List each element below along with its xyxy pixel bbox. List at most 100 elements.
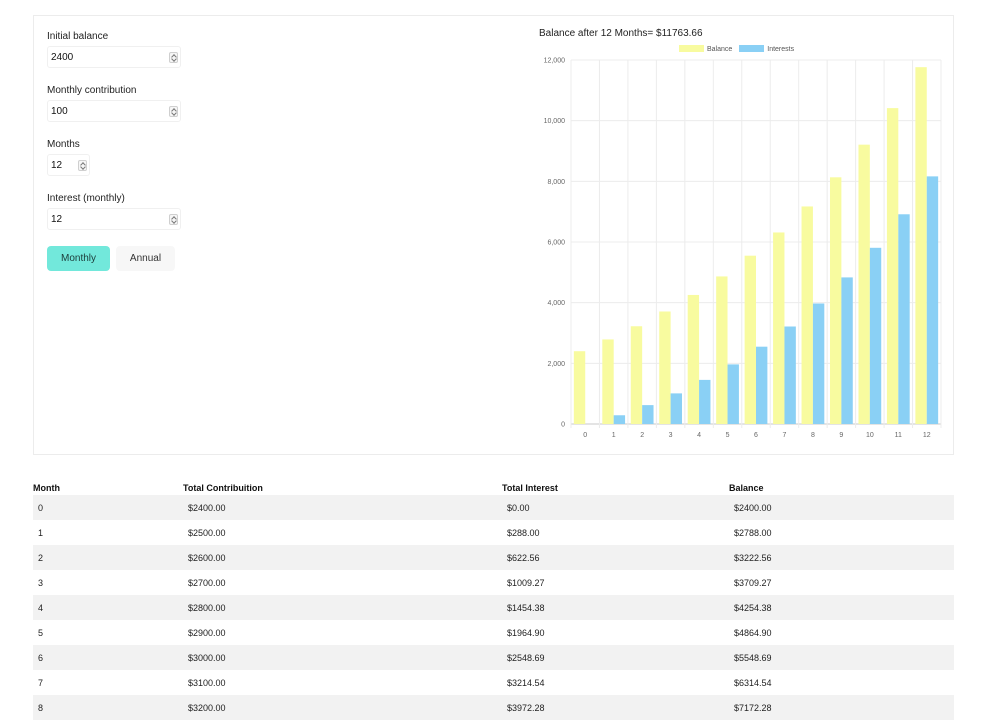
cell-balance: $2788.00: [729, 520, 954, 545]
y-tick-label: 10,000: [544, 118, 566, 125]
table-header-row: Month Total Contribuition Total Interest…: [33, 480, 954, 495]
header-total-interest: Total Interest: [502, 480, 729, 495]
cell-total-contribution: $2900.00: [183, 620, 502, 645]
cell-balance: $4254.38: [729, 595, 954, 620]
table-row: 1 $2500.00 $288.00 $2788.00: [33, 520, 954, 545]
cell-total-interest: $3214.54: [502, 670, 729, 695]
x-tick-label: 6: [754, 432, 758, 439]
cell-total-interest: $622.56: [502, 545, 729, 570]
bar-interests: [813, 304, 824, 424]
y-tick-label: 12,000: [544, 58, 566, 65]
y-tick-label: 6,000: [547, 240, 565, 247]
cell-month: 2: [33, 545, 183, 570]
x-tick-label: 12: [923, 432, 931, 439]
cell-month: 6: [33, 645, 183, 670]
table-row: 8 $3200.00 $3972.28 $7172.28: [33, 695, 954, 720]
x-tick-label: 0: [583, 432, 587, 439]
bar-balance: [574, 351, 585, 424]
cell-balance: $3222.56: [729, 545, 954, 570]
table-row: 4 $2800.00 $1454.38 $4254.38: [33, 595, 954, 620]
table-row: 6 $3000.00 $2548.69 $5548.69: [33, 645, 954, 670]
bar-balance: [915, 67, 926, 424]
cell-total-contribution: $3100.00: [183, 670, 502, 695]
cell-total-contribution: $3200.00: [183, 695, 502, 720]
x-tick-label: 3: [669, 432, 673, 439]
bar-balance: [887, 108, 898, 424]
bar-interests: [784, 326, 795, 424]
results-table-container: Month Total Contribuition Total Interest…: [33, 480, 954, 720]
cell-total-contribution: $2800.00: [183, 595, 502, 620]
table-row: 2 $2600.00 $622.56 $3222.56: [33, 545, 954, 570]
bar-interests: [841, 277, 852, 424]
y-tick-label: 0: [561, 422, 565, 429]
bar-interests: [671, 393, 682, 424]
bar-interests: [728, 364, 739, 424]
cell-balance: $4864.90: [729, 620, 954, 645]
cell-month: 1: [33, 520, 183, 545]
x-tick-label: 2: [640, 432, 644, 439]
bar-balance: [830, 177, 841, 424]
table-row: 5 $2900.00 $1964.90 $4864.90: [33, 620, 954, 645]
header-month: Month: [33, 480, 183, 495]
x-tick-label: 1: [612, 432, 616, 439]
cell-total-contribution: $2400.00: [183, 495, 502, 520]
cell-total-interest: $3972.28: [502, 695, 729, 720]
cell-total-contribution: $3000.00: [183, 645, 502, 670]
cell-balance: $2400.00: [729, 495, 954, 520]
bar-interests: [642, 405, 653, 424]
y-tick-label: 8,000: [547, 179, 565, 186]
y-tick-label: 2,000: [547, 361, 565, 368]
table-row: 3 $2700.00 $1009.27 $3709.27: [33, 570, 954, 595]
cell-total-interest: $288.00: [502, 520, 729, 545]
cell-total-contribution: $2600.00: [183, 545, 502, 570]
cell-balance: $3709.27: [729, 570, 954, 595]
balance-chart: 02,0004,0006,0008,00010,00012,0000 1 2 3 4 5 6…: [34, 16, 953, 454]
x-tick-label: 4: [697, 432, 701, 439]
bar-balance: [659, 311, 670, 424]
cell-total-interest: $1454.38: [502, 595, 729, 620]
cell-balance: $5548.69: [729, 645, 954, 670]
bar-balance: [631, 326, 642, 424]
table-row: 0 $2400.00 $0.00 $2400.00: [33, 495, 954, 520]
x-tick-label: 11: [895, 432, 902, 439]
cell-month: 4: [33, 595, 183, 620]
bar-balance: [802, 206, 813, 424]
cell-month: 3: [33, 570, 183, 595]
table-row: 7 $3100.00 $3214.54 $6314.54: [33, 670, 954, 695]
header-total-contribution: Total Contribuition: [183, 480, 502, 495]
bar-interests: [898, 214, 909, 424]
cell-total-contribution: $2500.00: [183, 520, 502, 545]
cell-balance: $7172.28: [729, 695, 954, 720]
cell-total-interest: $2548.69: [502, 645, 729, 670]
cell-month: 5: [33, 620, 183, 645]
bar-balance: [688, 295, 699, 424]
bar-interests: [927, 176, 938, 424]
cell-month: 0: [33, 495, 183, 520]
cell-balance: $6314.54: [729, 670, 954, 695]
x-tick-label: 8: [811, 432, 815, 439]
table-body: 0 $2400.00 $0.00 $2400.00 1 $2500.00 $288.00 $2…: [33, 495, 954, 720]
cell-month: 8: [33, 695, 183, 720]
x-tick-label: 5: [726, 432, 730, 439]
x-tick-label: 9: [839, 432, 843, 439]
x-tick-label: 7: [783, 432, 787, 439]
header-balance: Balance: [729, 480, 954, 495]
cell-total-contribution: $2700.00: [183, 570, 502, 595]
bar-balance: [773, 232, 784, 424]
bar-balance: [858, 145, 869, 424]
y-tick-label: 4,000: [547, 300, 565, 307]
bar-balance: [716, 276, 727, 424]
calculator-card: Initial balance Monthly contribution Mon…: [33, 15, 954, 455]
bar-interests: [614, 415, 625, 424]
bar-balance: [602, 339, 613, 424]
results-table: Month Total Contribuition Total Interest…: [33, 480, 954, 720]
cell-month: 7: [33, 670, 183, 695]
cell-total-interest: $1009.27: [502, 570, 729, 595]
bar-interests: [756, 347, 767, 424]
x-tick-label: 10: [866, 432, 874, 439]
bar-interests: [699, 380, 710, 424]
bar-balance: [745, 256, 756, 424]
cell-total-interest: $1964.90: [502, 620, 729, 645]
bar-interests: [870, 248, 881, 424]
cell-total-interest: $0.00: [502, 495, 729, 520]
